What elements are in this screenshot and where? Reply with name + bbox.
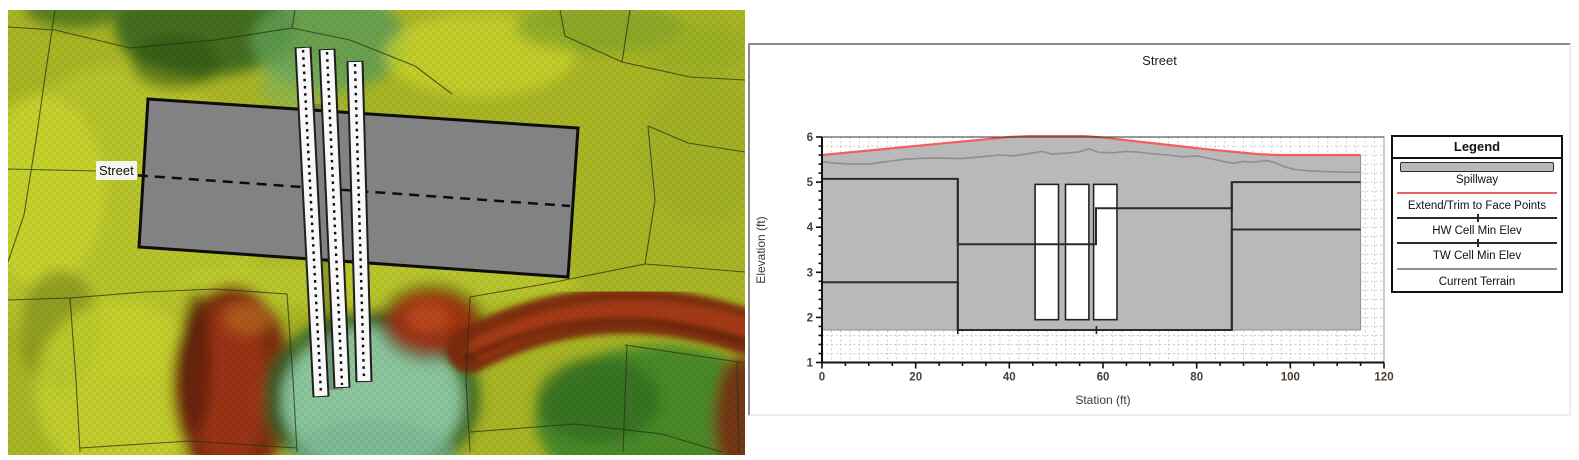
legend-entry-current-terrain: Current Terrain <box>1396 264 1558 288</box>
culvert-strip-1[interactable] <box>294 46 330 398</box>
chart-title: Street <box>1142 53 1177 68</box>
svg-text:3: 3 <box>807 267 813 279</box>
svg-text:1: 1 <box>807 358 814 370</box>
svg-text:5: 5 <box>807 177 814 189</box>
legend-box: Legend Spillway Extend/Trim to Face Poin… <box>1391 135 1563 293</box>
svg-text:4: 4 <box>807 222 814 234</box>
profile-plot-window: 0 20 40 60 80 100 120 1 2 3 4 5 6 Street Elevation (… <box>748 43 1571 416</box>
legend-entry-extend-trim: Extend/Trim to Face Points <box>1396 188 1558 212</box>
legend-entry-hw-cell-min-elev: HW Cell Min Elev <box>1396 213 1558 237</box>
culvert-strip-2[interactable] <box>318 48 351 389</box>
legend-rows: Spillway Extend/Trim to Face Points HW C… <box>1393 159 1561 291</box>
svg-text:40: 40 <box>1003 372 1016 384</box>
spillway-swatch <box>1400 162 1554 173</box>
svg-text:60: 60 <box>1097 372 1110 384</box>
terrain-map[interactable] <box>0 0 748 460</box>
svg-text:2: 2 <box>807 312 813 324</box>
svg-text:20: 20 <box>909 372 922 384</box>
legend-entry-spillway: Spillway <box>1396 162 1558 186</box>
terrain-line-swatch <box>1397 267 1557 270</box>
svg-text:6: 6 <box>807 132 813 144</box>
culvert-strip-3[interactable] <box>346 60 373 383</box>
svg-text:120: 120 <box>1374 372 1393 384</box>
x-axis-label: Station (ft) <box>1075 393 1131 407</box>
cross-section-chart[interactable]: 0 20 40 60 80 100 120 1 2 3 4 5 6 <box>750 45 1569 414</box>
street-structure-label: Street <box>96 161 137 180</box>
y-axis-label: Elevation (ft) <box>754 216 768 284</box>
svg-text:100: 100 <box>1281 372 1300 384</box>
legend-entry-tw-cell-min-elev: TW Cell Min Elev <box>1396 238 1558 262</box>
tw-line-swatch <box>1397 239 1557 248</box>
red-line-swatch <box>1397 191 1557 194</box>
mesh-lines <box>8 10 745 453</box>
legend-title: Legend <box>1393 137 1561 159</box>
svg-text:0: 0 <box>819 372 825 384</box>
hw-line-swatch <box>1397 213 1557 222</box>
svg-text:80: 80 <box>1190 372 1203 384</box>
structure-centerline[interactable] <box>103 171 571 208</box>
